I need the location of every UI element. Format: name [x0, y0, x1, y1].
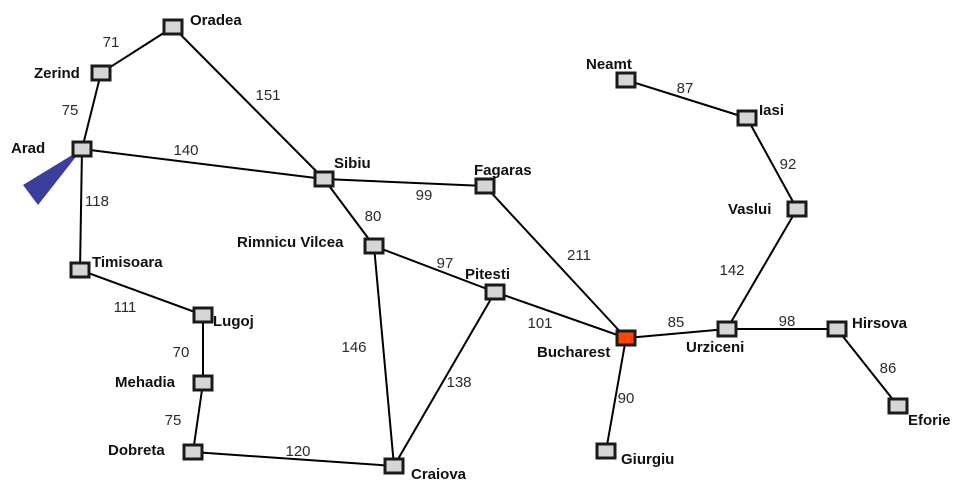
distance-label-urziceni-hirsova: 98: [779, 313, 796, 330]
distance-label-bucharest-giurgiu: 90: [618, 390, 635, 407]
road-rimnicu-craiova: [373, 245, 395, 467]
distance-label-urziceni-vaslui: 142: [719, 262, 744, 279]
distance-label-dobreta-craiova: 120: [285, 443, 310, 460]
distance-label-neamt-iasi: 87: [677, 80, 694, 97]
city-node-zerind: [90, 64, 112, 82]
distance-label-arad-zerind: 75: [62, 102, 79, 119]
road-timisoara-lugoj: [79, 269, 204, 316]
city-node-iasi: [736, 109, 758, 127]
road-sibiu-rimnicu: [323, 178, 375, 247]
distance-label-zerind-oradea: 71: [103, 34, 120, 51]
city-label-eforie: Eforie: [908, 412, 951, 429]
city-label-iasi: Iasi: [759, 102, 784, 119]
road-rimnicu-pitesti: [373, 245, 496, 293]
road-oradea-sibiu: [172, 26, 325, 180]
city-label-sibiu: Sibiu: [334, 155, 371, 172]
road-fagaras-bucharest: [484, 185, 627, 339]
city-label-neamt: Neamt: [586, 56, 632, 73]
city-node-hirsova: [826, 320, 848, 338]
city-label-vaslui: Vaslui: [728, 201, 771, 218]
start-triangle-icon: [23, 149, 82, 205]
city-label-giurgiu: Giurgiu: [621, 451, 674, 468]
road-neamt-iasi: [625, 79, 748, 119]
distance-label-sibiu-rimnicu: 80: [365, 208, 382, 225]
city-node-neamt: [615, 71, 637, 89]
distance-label-arad-timisoara: 118: [85, 193, 109, 210]
city-label-bucharest: Bucharest: [537, 344, 610, 361]
road-distances-layer: 71 75 151 140 118 99 80 111 70 75 120 146 97 138 101 21…: [62, 34, 897, 460]
city-node-vaslui: [786, 200, 808, 218]
city-label-dobreta: Dobreta: [108, 442, 165, 459]
road-vaslui-iasi: [746, 117, 798, 210]
city-label-zerind: Zerind: [34, 65, 80, 82]
city-label-rimnicu: Rimnicu Vilcea: [237, 234, 344, 251]
city-node-rimnicu: [363, 237, 385, 255]
road-sibiu-fagaras: [323, 178, 486, 187]
city-node-giurgiu: [595, 442, 617, 460]
distance-label-pitesti-craiova: 138: [446, 374, 471, 391]
road-mehadia-dobreta: [192, 382, 204, 453]
city-node-mehadia: [192, 374, 214, 392]
roads-layer: [79, 26, 899, 467]
city-node-craiova: [383, 457, 405, 475]
city-node-fagaras: [474, 177, 496, 195]
city-label-timisoara: Timisoara: [92, 254, 163, 271]
city-label-arad: Arad: [11, 140, 45, 157]
city-label-craiova: Craiova: [411, 466, 467, 483]
road-bucharest-urziceni: [625, 328, 728, 339]
city-node-urziceni: [716, 320, 738, 338]
distance-label-sibiu-fagaras: 99: [416, 187, 433, 204]
road-bucharest-giurgiu: [605, 337, 627, 452]
city-labels-layer: Arad Zerind Oradea Sibiu Fagaras Timisoara Lug…: [11, 12, 951, 483]
road-arad-zerind: [81, 72, 102, 150]
road-urziceni-vaslui: [726, 208, 798, 330]
road-hirsova-eforie: [836, 328, 899, 407]
distance-label-timisoara-lugoj: 111: [114, 299, 137, 316]
road-dobreta-craiova: [192, 451, 395, 467]
distance-label-hirsova-eforie: 86: [880, 360, 897, 377]
distance-label-mehadia-dobreta: 75: [165, 412, 182, 429]
city-label-pitesti: Pitesti: [465, 266, 510, 283]
city-node-sibiu: [313, 170, 335, 188]
city-node-timisoara: [69, 261, 91, 279]
city-node-arad: [71, 140, 93, 158]
road-zerind-oradea: [100, 26, 174, 74]
distance-label-rimnicu-pitesti: 97: [437, 255, 454, 272]
city-node-lugoj: [192, 306, 214, 324]
road-arad-timisoara: [79, 148, 83, 271]
road-arad-sibiu: [81, 148, 325, 180]
distance-label-fagaras-bucharest: 211: [567, 247, 591, 264]
distance-label-rimnicu-craiova: 146: [341, 339, 366, 356]
distance-label-lugoj-mehadia: 70: [173, 344, 190, 361]
distance-label-pitesti-bucharest: 101: [527, 315, 552, 332]
cities-layer: [69, 18, 909, 475]
city-label-mehadia: Mehadia: [115, 374, 176, 391]
city-label-oradea: Oradea: [190, 12, 242, 29]
road-pitesti-craiova: [393, 291, 496, 467]
distance-label-arad-sibiu: 140: [173, 142, 198, 159]
city-node-bucharest: [615, 329, 637, 347]
distance-label-vaslui-iasi: 92: [780, 156, 797, 173]
city-label-fagaras: Fagaras: [474, 162, 532, 179]
city-label-urziceni: Urziceni: [686, 339, 744, 356]
city-label-lugoj: Lugoj: [213, 313, 254, 330]
city-label-hirsova: Hirsova: [852, 315, 908, 332]
city-node-eforie: [887, 397, 909, 415]
city-node-oradea: [162, 18, 184, 36]
road-pitesti-bucharest: [494, 291, 627, 339]
city-node-pitesti: [484, 283, 506, 301]
distance-label-oradea-sibiu: 151: [255, 87, 280, 104]
distance-label-bucharest-urziceni: 85: [668, 314, 685, 331]
city-node-dobreta: [182, 443, 204, 461]
